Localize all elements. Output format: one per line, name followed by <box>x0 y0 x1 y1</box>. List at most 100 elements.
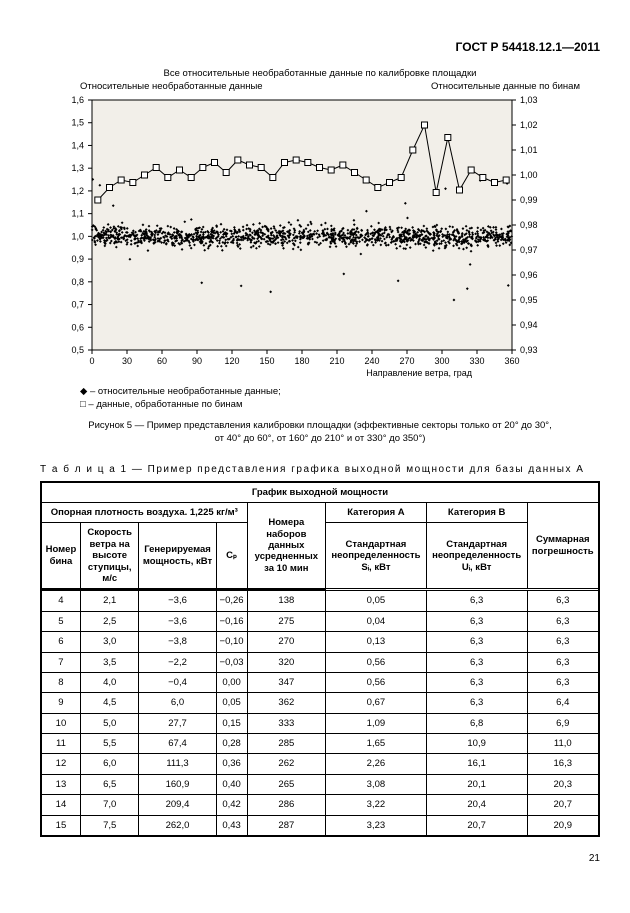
table-cell: 265 <box>247 774 325 794</box>
table-cell: 13 <box>41 774 80 794</box>
calibration-chart: 0,50,60,70,80,91,01,11,21,31,41,51,60,93… <box>40 92 564 380</box>
table-cell: 2,5 <box>80 611 139 631</box>
table-cell: 5,0 <box>80 713 139 733</box>
table-cell: 6,3 <box>426 632 527 652</box>
table-cell: 2,1 <box>80 590 139 611</box>
table-cell: 0,13 <box>326 632 427 652</box>
table-cell: 0,56 <box>326 672 427 692</box>
table-cell: 20,7 <box>426 815 527 836</box>
table-cell: 2,26 <box>326 754 427 774</box>
table-cell: 1,65 <box>326 734 427 754</box>
table-cell: 111,3 <box>139 754 216 774</box>
svg-text:60: 60 <box>157 356 167 366</box>
table-cell: 0,05 <box>216 693 247 713</box>
right-y-axis-label: Относительные данные по бинам <box>431 81 580 92</box>
table-cell: 20,7 <box>527 795 599 815</box>
table-cell: 0,00 <box>216 672 247 692</box>
svg-text:0,5: 0,5 <box>71 345 84 355</box>
table-cell: 6,3 <box>527 652 599 672</box>
table-cell: 320 <box>247 652 325 672</box>
table-cell: 8 <box>41 672 80 692</box>
svg-text:270: 270 <box>399 356 414 366</box>
table-cell: 0,56 <box>326 652 427 672</box>
table-cell: 11,0 <box>527 734 599 754</box>
svg-text:180: 180 <box>294 356 309 366</box>
svg-text:1,1: 1,1 <box>71 209 84 219</box>
table-caption: Т а б л и ц а 1 — Пример представления г… <box>40 464 600 475</box>
svg-text:0,93: 0,93 <box>520 345 538 355</box>
table-cell: 14 <box>41 795 80 815</box>
table-cell: 27,7 <box>139 713 216 733</box>
table-cell: 7,5 <box>80 815 139 836</box>
legend-bins: □ – данные, обработанные по бинам <box>80 399 600 410</box>
table-cell: 347 <box>247 672 325 692</box>
table-cell: −0,4 <box>139 672 216 692</box>
table-cell: 287 <box>247 815 325 836</box>
svg-text:Направление ветра, град: Направление ветра, град <box>366 368 473 378</box>
table-row: 136,5160,90,402653,0820,120,3 <box>41 774 599 794</box>
table-cell: 275 <box>247 611 325 631</box>
svg-text:0,96: 0,96 <box>520 270 538 280</box>
col-density-group: Опорная плотность воздуха. 1,225 кг/м³ <box>41 503 247 523</box>
col-power: Генерируемая мощность, кВт <box>139 523 216 589</box>
col-bin: Номер бина <box>41 523 80 589</box>
svg-text:0,7: 0,7 <box>71 300 84 310</box>
table-cell: 16,3 <box>527 754 599 774</box>
chart-title: Все относительные необработанные данные … <box>40 68 600 79</box>
scatter-marker-icon: ◆ <box>80 386 90 397</box>
table-cell: 4,5 <box>80 693 139 713</box>
table-cell: −3,6 <box>139 611 216 631</box>
table-cell: 7 <box>41 652 80 672</box>
table-cell: 6,3 <box>527 632 599 652</box>
table-cell: 0,04 <box>326 611 427 631</box>
chart-legend: ◆ – относительные необработанные данные;… <box>80 386 600 410</box>
table-cell: 6,3 <box>527 611 599 631</box>
svg-text:330: 330 <box>469 356 484 366</box>
table-cell: 6 <box>41 632 80 652</box>
legend-scatter: ◆ – относительные необработанные данные; <box>80 386 600 397</box>
col-speed: Скорость ветра на высоте ступицы, м/с <box>80 523 139 589</box>
table-row: 115,567,40,282851,6510,911,0 <box>41 734 599 754</box>
col-sets: Номера наборов данных усредненных за 10 … <box>247 503 325 589</box>
svg-text:1,3: 1,3 <box>71 163 84 173</box>
figure-caption: Рисунок 5 — Пример представления калибро… <box>40 420 600 446</box>
table-row: 105,027,70,153331,096,86,9 <box>41 713 599 733</box>
col-catA: Категория A <box>326 503 427 523</box>
table-row: 42,1−3,6−0,261380,056,36,3 <box>41 590 599 611</box>
svg-text:1,4: 1,4 <box>71 140 84 150</box>
table-cell: −3,6 <box>139 590 216 611</box>
svg-text:0: 0 <box>89 356 94 366</box>
table-cell: 0,05 <box>326 590 427 611</box>
col-sum-err: Суммарная погрешность <box>527 503 599 589</box>
table-cell: 1,09 <box>326 713 427 733</box>
col-std-s: Стандартная неопределенность Sᵢ, кВт <box>326 523 427 589</box>
svg-text:1,6: 1,6 <box>71 95 84 105</box>
table-row: 126,0111,30,362622,2616,116,3 <box>41 754 599 774</box>
page-number: 21 <box>40 853 600 864</box>
legend-bins-text: – данные, обработанные по бинам <box>88 399 242 410</box>
table-cell: 333 <box>247 713 325 733</box>
table-cell: 6,0 <box>80 754 139 774</box>
table-cell: 67,4 <box>139 734 216 754</box>
table-cell: 0,15 <box>216 713 247 733</box>
table-cell: 9 <box>41 693 80 713</box>
chart-section: Все относительные необработанные данные … <box>40 68 600 446</box>
table-row: 63,0−3,8−0,102700,136,36,3 <box>41 632 599 652</box>
table-row: 157,5262,00,432873,2320,720,9 <box>41 815 599 836</box>
document-code: ГОСТ Р 54418.12.1—2011 <box>40 40 600 54</box>
table-cell: 262 <box>247 754 325 774</box>
svg-text:1,0: 1,0 <box>71 231 84 241</box>
table-cell: 12 <box>41 754 80 774</box>
table-cell: 286 <box>247 795 325 815</box>
table-cell: 138 <box>247 590 325 611</box>
page: ГОСТ Р 54418.12.1—2011 Все относительные… <box>0 0 630 884</box>
table-cell: 10,9 <box>426 734 527 754</box>
table-cell: 160,9 <box>139 774 216 794</box>
table-cell: 5 <box>41 611 80 631</box>
col-cp: Сₚ <box>216 523 247 589</box>
figure-caption-prefix: Рисунок 5 — <box>88 420 144 431</box>
table-cell: −0,16 <box>216 611 247 631</box>
table-super-header: График выходной мощности <box>41 482 599 503</box>
table-cell: 270 <box>247 632 325 652</box>
table-cell: −3,8 <box>139 632 216 652</box>
